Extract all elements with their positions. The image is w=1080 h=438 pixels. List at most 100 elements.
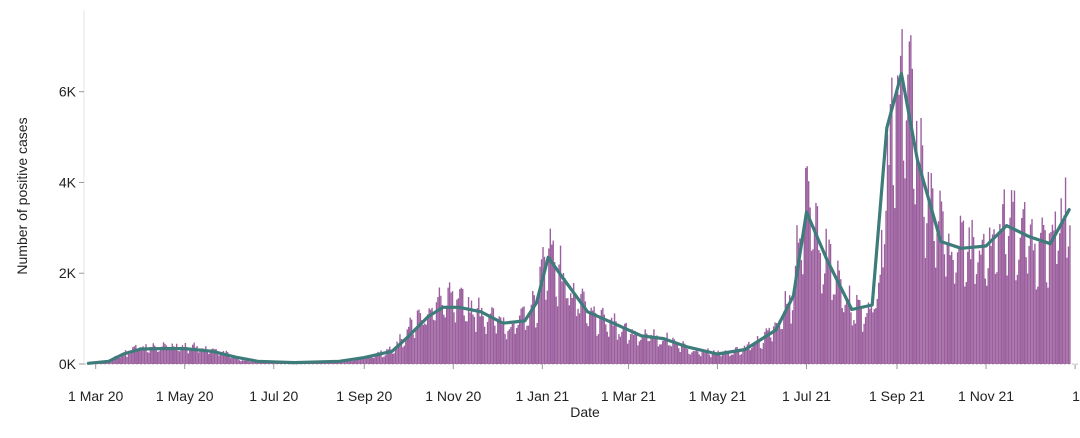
daily-bar [739, 355, 741, 364]
daily-bar [880, 229, 883, 364]
daily-bar [946, 245, 949, 364]
daily-bar [183, 348, 185, 364]
daily-bar [657, 346, 660, 364]
daily-bar [772, 326, 775, 364]
daily-bar [638, 341, 641, 364]
daily-bar [256, 361, 258, 364]
daily-bar [126, 356, 128, 364]
daily-bar [240, 361, 242, 364]
daily-bar [742, 349, 744, 364]
daily-bar [705, 352, 708, 364]
daily-bar [199, 351, 201, 364]
daily-bar [918, 163, 921, 364]
daily-bar [794, 265, 797, 364]
daily-bar [908, 41, 911, 365]
daily-bar [999, 224, 1001, 364]
daily-bar [1053, 230, 1055, 364]
x-tick-label: 1 Jul 20 [249, 388, 298, 404]
daily-bar [400, 338, 403, 364]
daily-bar [359, 358, 362, 364]
daily-bar [892, 185, 895, 364]
daily-bar [1064, 177, 1067, 364]
daily-bar [161, 346, 163, 364]
daily-bar [920, 117, 922, 364]
daily-bar [438, 287, 441, 364]
y-axis-ticks: 0K 2K 4K 6K [59, 84, 84, 372]
daily-bar [482, 316, 484, 364]
daily-bar [545, 299, 547, 364]
daily-bar [988, 227, 991, 364]
daily-bar [765, 328, 768, 364]
daily-bar [497, 319, 499, 364]
daily-bar [952, 259, 954, 364]
daily-bar [591, 310, 594, 364]
x-tick-label: 1 Jan 21 [515, 388, 569, 404]
daily-bar [793, 294, 795, 364]
daily-bar [572, 282, 575, 364]
daily-bar [685, 345, 687, 364]
daily-bar [1018, 259, 1020, 364]
daily-bar [181, 345, 184, 364]
daily-bar [526, 325, 528, 364]
daily-bar [768, 327, 770, 364]
daily-bar [951, 251, 953, 364]
daily-bar [953, 283, 956, 364]
daily-bar [238, 360, 241, 364]
daily-bar [380, 350, 382, 364]
daily-bar [913, 188, 915, 364]
daily-bar [803, 223, 805, 364]
daily-bar [787, 308, 789, 364]
daily-bar [494, 325, 496, 364]
daily-bar [451, 291, 454, 364]
daily-bar [861, 331, 864, 364]
daily-bar [575, 316, 578, 364]
daily-bar [135, 344, 137, 364]
daily-bar [535, 327, 537, 364]
daily-bar [437, 296, 439, 364]
daily-bar [826, 263, 829, 364]
daily-bar [192, 344, 194, 364]
daily-bar [561, 281, 563, 364]
daily-bar [444, 317, 446, 364]
daily-bar [939, 190, 941, 364]
daily-bar [986, 285, 988, 364]
daily-bar [1051, 224, 1054, 364]
daily-bar [822, 284, 824, 364]
daily-bar [1050, 231, 1052, 364]
daily-bar [714, 353, 716, 364]
daily-bar [929, 201, 931, 364]
daily-bar [247, 360, 249, 364]
daily-bar [856, 294, 858, 364]
daily-bar [486, 321, 489, 364]
daily-bar [707, 348, 709, 364]
daily-bar [1006, 275, 1008, 364]
daily-bar [1066, 257, 1068, 364]
daily-bar [831, 300, 833, 364]
daily-bar [530, 304, 533, 364]
daily-bar [1045, 282, 1048, 364]
daily-bar [216, 350, 219, 364]
daily-bar [428, 308, 430, 364]
daily-bar [378, 354, 381, 364]
daily-bar [365, 357, 368, 364]
x-tick-label: 1 Nov 21 [958, 388, 1014, 404]
daily-bar [932, 188, 934, 364]
daily-bar [269, 362, 271, 364]
daily-bar [702, 352, 705, 364]
daily-bar [554, 262, 556, 364]
daily-bar [567, 298, 569, 364]
x-tick-label: 1 Nov 20 [425, 388, 481, 404]
daily-bar [489, 313, 492, 364]
daily-bar [958, 246, 960, 364]
daily-bar [848, 285, 851, 364]
daily-bar [753, 341, 756, 364]
daily-bar [419, 313, 422, 364]
daily-bar [945, 276, 947, 364]
daily-bar [432, 319, 435, 364]
daily-bar [413, 338, 416, 364]
daily-bar [1015, 280, 1017, 364]
daily-bar [895, 95, 897, 365]
daily-bar [558, 264, 560, 364]
daily-bar [156, 351, 159, 364]
